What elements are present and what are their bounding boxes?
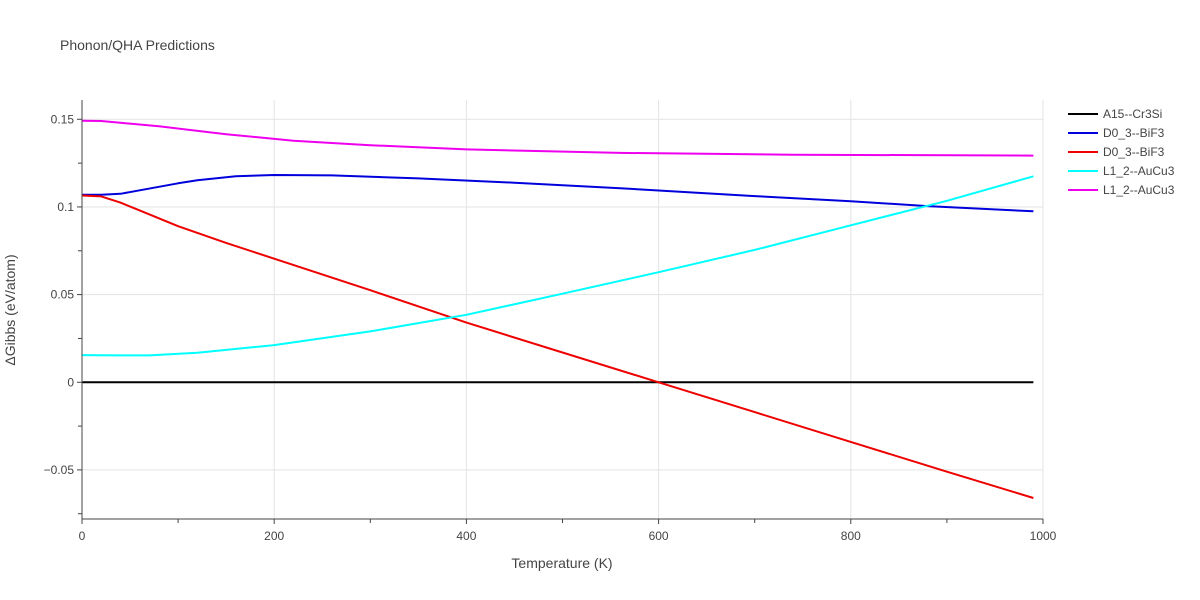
legend-item-5[interactable]: L1_2--AuCu3 [1068,183,1175,197]
chart-title: Phonon/QHA Predictions [60,37,215,53]
legend-label: D0_3--BiF3 [1103,126,1165,140]
x-tick-label: 200 [264,529,284,543]
legend-item-2[interactable]: D0_3--BiF3 [1068,126,1165,140]
legend-item-4[interactable]: L1_2--AuCu3 [1068,164,1175,178]
x-tick-label: 400 [456,529,476,543]
x-axis-title: Temperature (K) [511,555,612,571]
y-tick-label: 0.05 [51,288,75,302]
legend-label: L1_2--AuCu3 [1103,164,1175,178]
y-tick-label: 0 [67,375,74,389]
plot-area [81,119,1034,499]
y-tick-label: 0.15 [51,112,75,126]
series-line-3 [81,194,1034,499]
legend-item-1[interactable]: A15--Cr3Si [1068,107,1162,121]
legend-item-3[interactable]: D0_3--BiF3 [1068,145,1165,159]
y-axis: −0.05 0 0.05 0.1 0.15 [44,112,82,515]
x-axis: 0 200 400 600 800 1000 [79,519,1057,543]
x-tick-label: 600 [649,529,669,543]
legend-label: A15--Cr3Si [1103,107,1162,121]
x-tick-label: 1000 [1030,529,1057,543]
y-tick-label: −0.05 [44,463,75,477]
x-tick-label: 800 [841,529,861,543]
legend-label: L1_2--AuCu3 [1103,183,1175,197]
series-line-4 [81,175,1034,357]
series-line-2 [82,174,1034,213]
x-tick-label: 0 [79,529,86,543]
series-line-5 [81,119,1034,157]
legend: A15--Cr3Si D0_3--BiF3 D0_3--BiF3 L1_2--AuCu… [1068,107,1175,197]
y-axis-title: ΔGibbs (eV/atom) [2,254,18,365]
legend-label: D0_3--BiF3 [1103,145,1165,159]
y-tick-label: 0.1 [57,200,74,214]
